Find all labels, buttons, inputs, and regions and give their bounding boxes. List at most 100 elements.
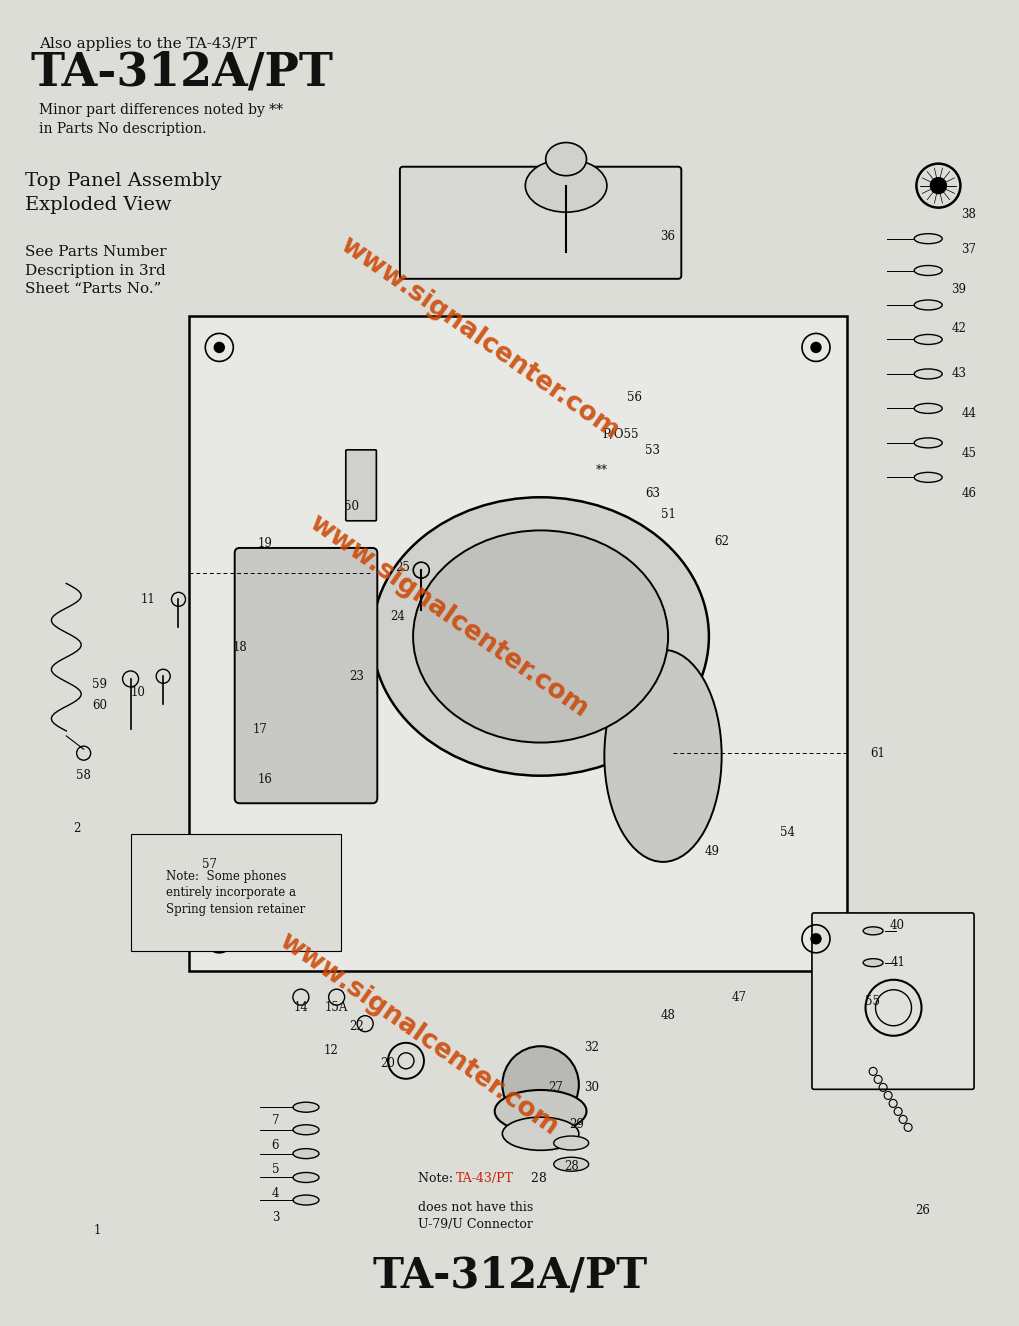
Ellipse shape [494,1090,586,1132]
Text: 27: 27 [548,1081,562,1094]
Text: 41: 41 [890,956,904,969]
Text: 20: 20 [380,1057,394,1070]
Text: 42: 42 [951,322,965,335]
Ellipse shape [501,1116,579,1150]
Text: 57: 57 [202,858,216,871]
Text: 3: 3 [271,1211,279,1224]
Text: 28: 28 [523,1172,546,1185]
Text: 19: 19 [258,537,272,550]
Text: 14: 14 [293,1001,308,1014]
FancyBboxPatch shape [234,548,377,804]
Ellipse shape [862,959,882,967]
Text: www.signalcenter.com: www.signalcenter.com [334,232,624,444]
Text: 56: 56 [627,391,641,404]
Ellipse shape [913,438,942,448]
Text: 54: 54 [780,826,794,839]
Ellipse shape [525,159,606,212]
Text: 53: 53 [645,444,659,457]
Text: 15A: 15A [325,1001,347,1014]
Text: 18: 18 [232,640,247,654]
Ellipse shape [292,1172,319,1183]
Text: TA-312A/PT: TA-312A/PT [31,50,333,95]
Text: 62: 62 [714,534,729,548]
Text: www.signalcenter.com: www.signalcenter.com [304,511,593,723]
Ellipse shape [913,300,942,310]
Text: 23: 23 [350,670,364,683]
Text: 24: 24 [390,610,405,623]
Text: TA-312A/PT: TA-312A/PT [372,1254,647,1297]
Text: See Parts Number
Description in 3rd
Sheet “Parts No.”: See Parts Number Description in 3rd Shee… [25,245,167,296]
Text: 55: 55 [864,994,878,1008]
Circle shape [214,342,224,353]
Ellipse shape [501,1046,579,1123]
Text: 16: 16 [258,773,272,786]
Text: 58: 58 [76,769,91,782]
Text: 25: 25 [395,561,410,574]
Text: 50: 50 [344,500,359,513]
Ellipse shape [913,403,942,414]
Ellipse shape [553,1158,588,1171]
Circle shape [810,342,820,353]
Ellipse shape [913,233,942,244]
Text: **: ** [595,464,607,477]
Ellipse shape [913,334,942,345]
Ellipse shape [292,1102,319,1113]
Text: 36: 36 [660,229,675,243]
Text: 61: 61 [869,747,883,760]
Text: 49: 49 [704,845,718,858]
Polygon shape [189,316,846,971]
Ellipse shape [913,472,942,483]
Text: Note:: Note: [418,1172,457,1185]
Text: 60: 60 [93,699,107,712]
Text: Also applies to the TA-43/PT: Also applies to the TA-43/PT [39,37,256,50]
Text: Minor part differences noted by **: Minor part differences noted by ** [39,103,282,117]
Text: 32: 32 [584,1041,598,1054]
Text: 44: 44 [961,407,975,420]
Text: 17: 17 [253,723,267,736]
FancyBboxPatch shape [811,912,973,1090]
Text: in Parts No description.: in Parts No description. [39,122,206,135]
Ellipse shape [553,1136,588,1150]
Text: P/O55: P/O55 [601,428,638,442]
FancyBboxPatch shape [345,450,376,521]
Text: 47: 47 [732,991,746,1004]
Text: 5: 5 [271,1163,279,1176]
Text: 45: 45 [961,447,975,460]
Text: 28: 28 [564,1160,578,1174]
Text: 48: 48 [660,1009,675,1022]
Circle shape [214,934,224,944]
Text: 11: 11 [141,593,155,606]
Text: 51: 51 [660,508,675,521]
Ellipse shape [292,1124,319,1135]
Text: 4: 4 [271,1187,279,1200]
Text: 26: 26 [915,1204,929,1217]
Text: 6: 6 [271,1139,279,1152]
Text: 38: 38 [961,208,975,221]
Ellipse shape [862,927,882,935]
Circle shape [929,178,946,194]
Text: 1: 1 [93,1224,101,1237]
Ellipse shape [913,265,942,276]
FancyBboxPatch shape [399,167,681,278]
Text: 30: 30 [584,1081,598,1094]
Text: 40: 40 [890,919,904,932]
Ellipse shape [603,650,721,862]
Ellipse shape [913,369,942,379]
Text: 39: 39 [951,282,965,296]
Ellipse shape [292,1148,319,1159]
Text: Note:  Some phones
entirely incorporate a
Spring tension retainer: Note: Some phones entirely incorporate a… [166,870,306,916]
Ellipse shape [372,497,708,776]
Text: 2: 2 [72,822,81,835]
Circle shape [810,934,820,944]
Text: 43: 43 [951,367,965,381]
Text: 7: 7 [271,1114,279,1127]
Text: 37: 37 [961,243,975,256]
Ellipse shape [413,530,667,743]
Text: 29: 29 [569,1118,583,1131]
Ellipse shape [545,142,586,175]
Text: 12: 12 [324,1044,338,1057]
Ellipse shape [292,1195,319,1205]
Text: www.signalcenter.com: www.signalcenter.com [273,928,562,1140]
Text: 46: 46 [961,487,975,500]
Text: Top Panel Assembly
Exploded View: Top Panel Assembly Exploded View [25,172,222,213]
